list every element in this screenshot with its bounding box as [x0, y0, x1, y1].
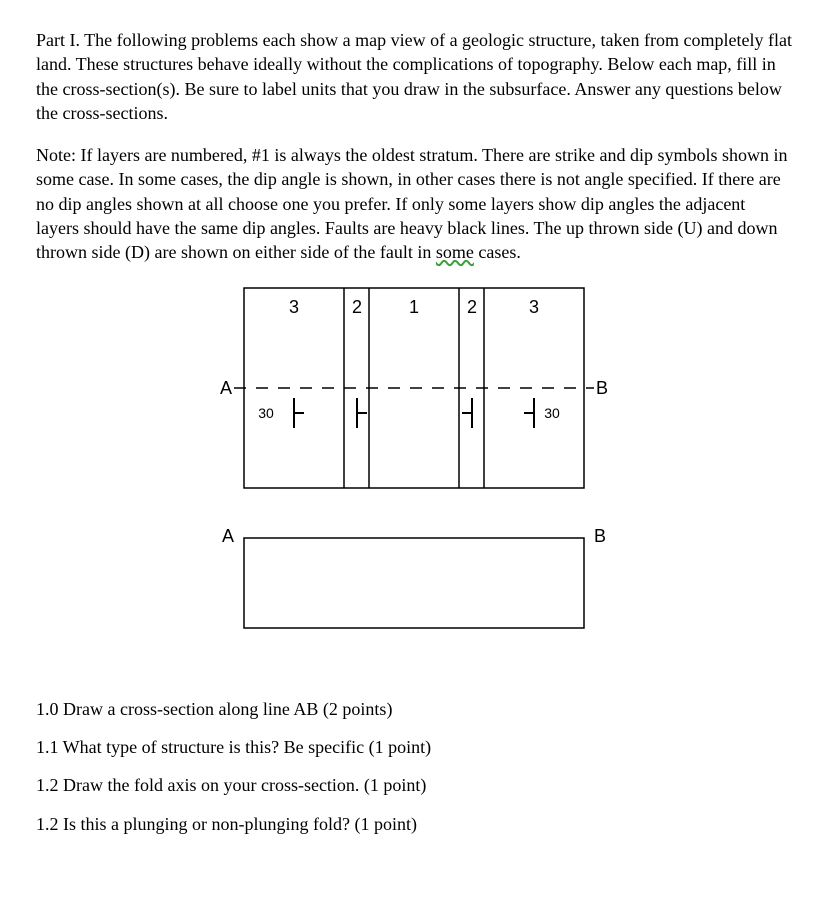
dip-angle-label: 30: [258, 405, 274, 421]
question-1-2b: 1.2 Is this a plunging or non-plunging f…: [36, 812, 792, 836]
endpoint-b-label: B: [596, 378, 608, 398]
unit-label: 3: [289, 297, 299, 317]
intro-paragraph-1: Part I. The following problems each show…: [36, 28, 792, 125]
diagram-container: 3 2 1 2 3 A B 30 30 A B: [36, 283, 792, 663]
cs-endpoint-a-label: A: [222, 526, 234, 546]
questions-block: 1.0 Draw a cross-section along line AB (…: [36, 697, 792, 836]
p2-suffix: cases.: [474, 242, 521, 262]
p2-prefix: Note: If layers are numbered, #1 is alwa…: [36, 145, 787, 262]
p2-wavy-word: some: [436, 242, 474, 262]
dip-angle-label: 30: [544, 405, 560, 421]
unit-label: 2: [352, 297, 362, 317]
geology-diagram: 3 2 1 2 3 A B 30 30 A B: [204, 283, 624, 663]
question-1-2a: 1.2 Draw the fold axis on your cross-sec…: [36, 773, 792, 797]
question-1-0: 1.0 Draw a cross-section along line AB (…: [36, 697, 792, 721]
cs-endpoint-b-label: B: [594, 526, 606, 546]
endpoint-a-label: A: [220, 378, 232, 398]
intro-paragraph-2: Note: If layers are numbered, #1 is alwa…: [36, 143, 792, 264]
unit-label: 2: [467, 297, 477, 317]
unit-label: 3: [529, 297, 539, 317]
cross-section-box: [244, 538, 584, 628]
question-1-1: 1.1 What type of structure is this? Be s…: [36, 735, 792, 759]
unit-label: 1: [409, 297, 419, 317]
